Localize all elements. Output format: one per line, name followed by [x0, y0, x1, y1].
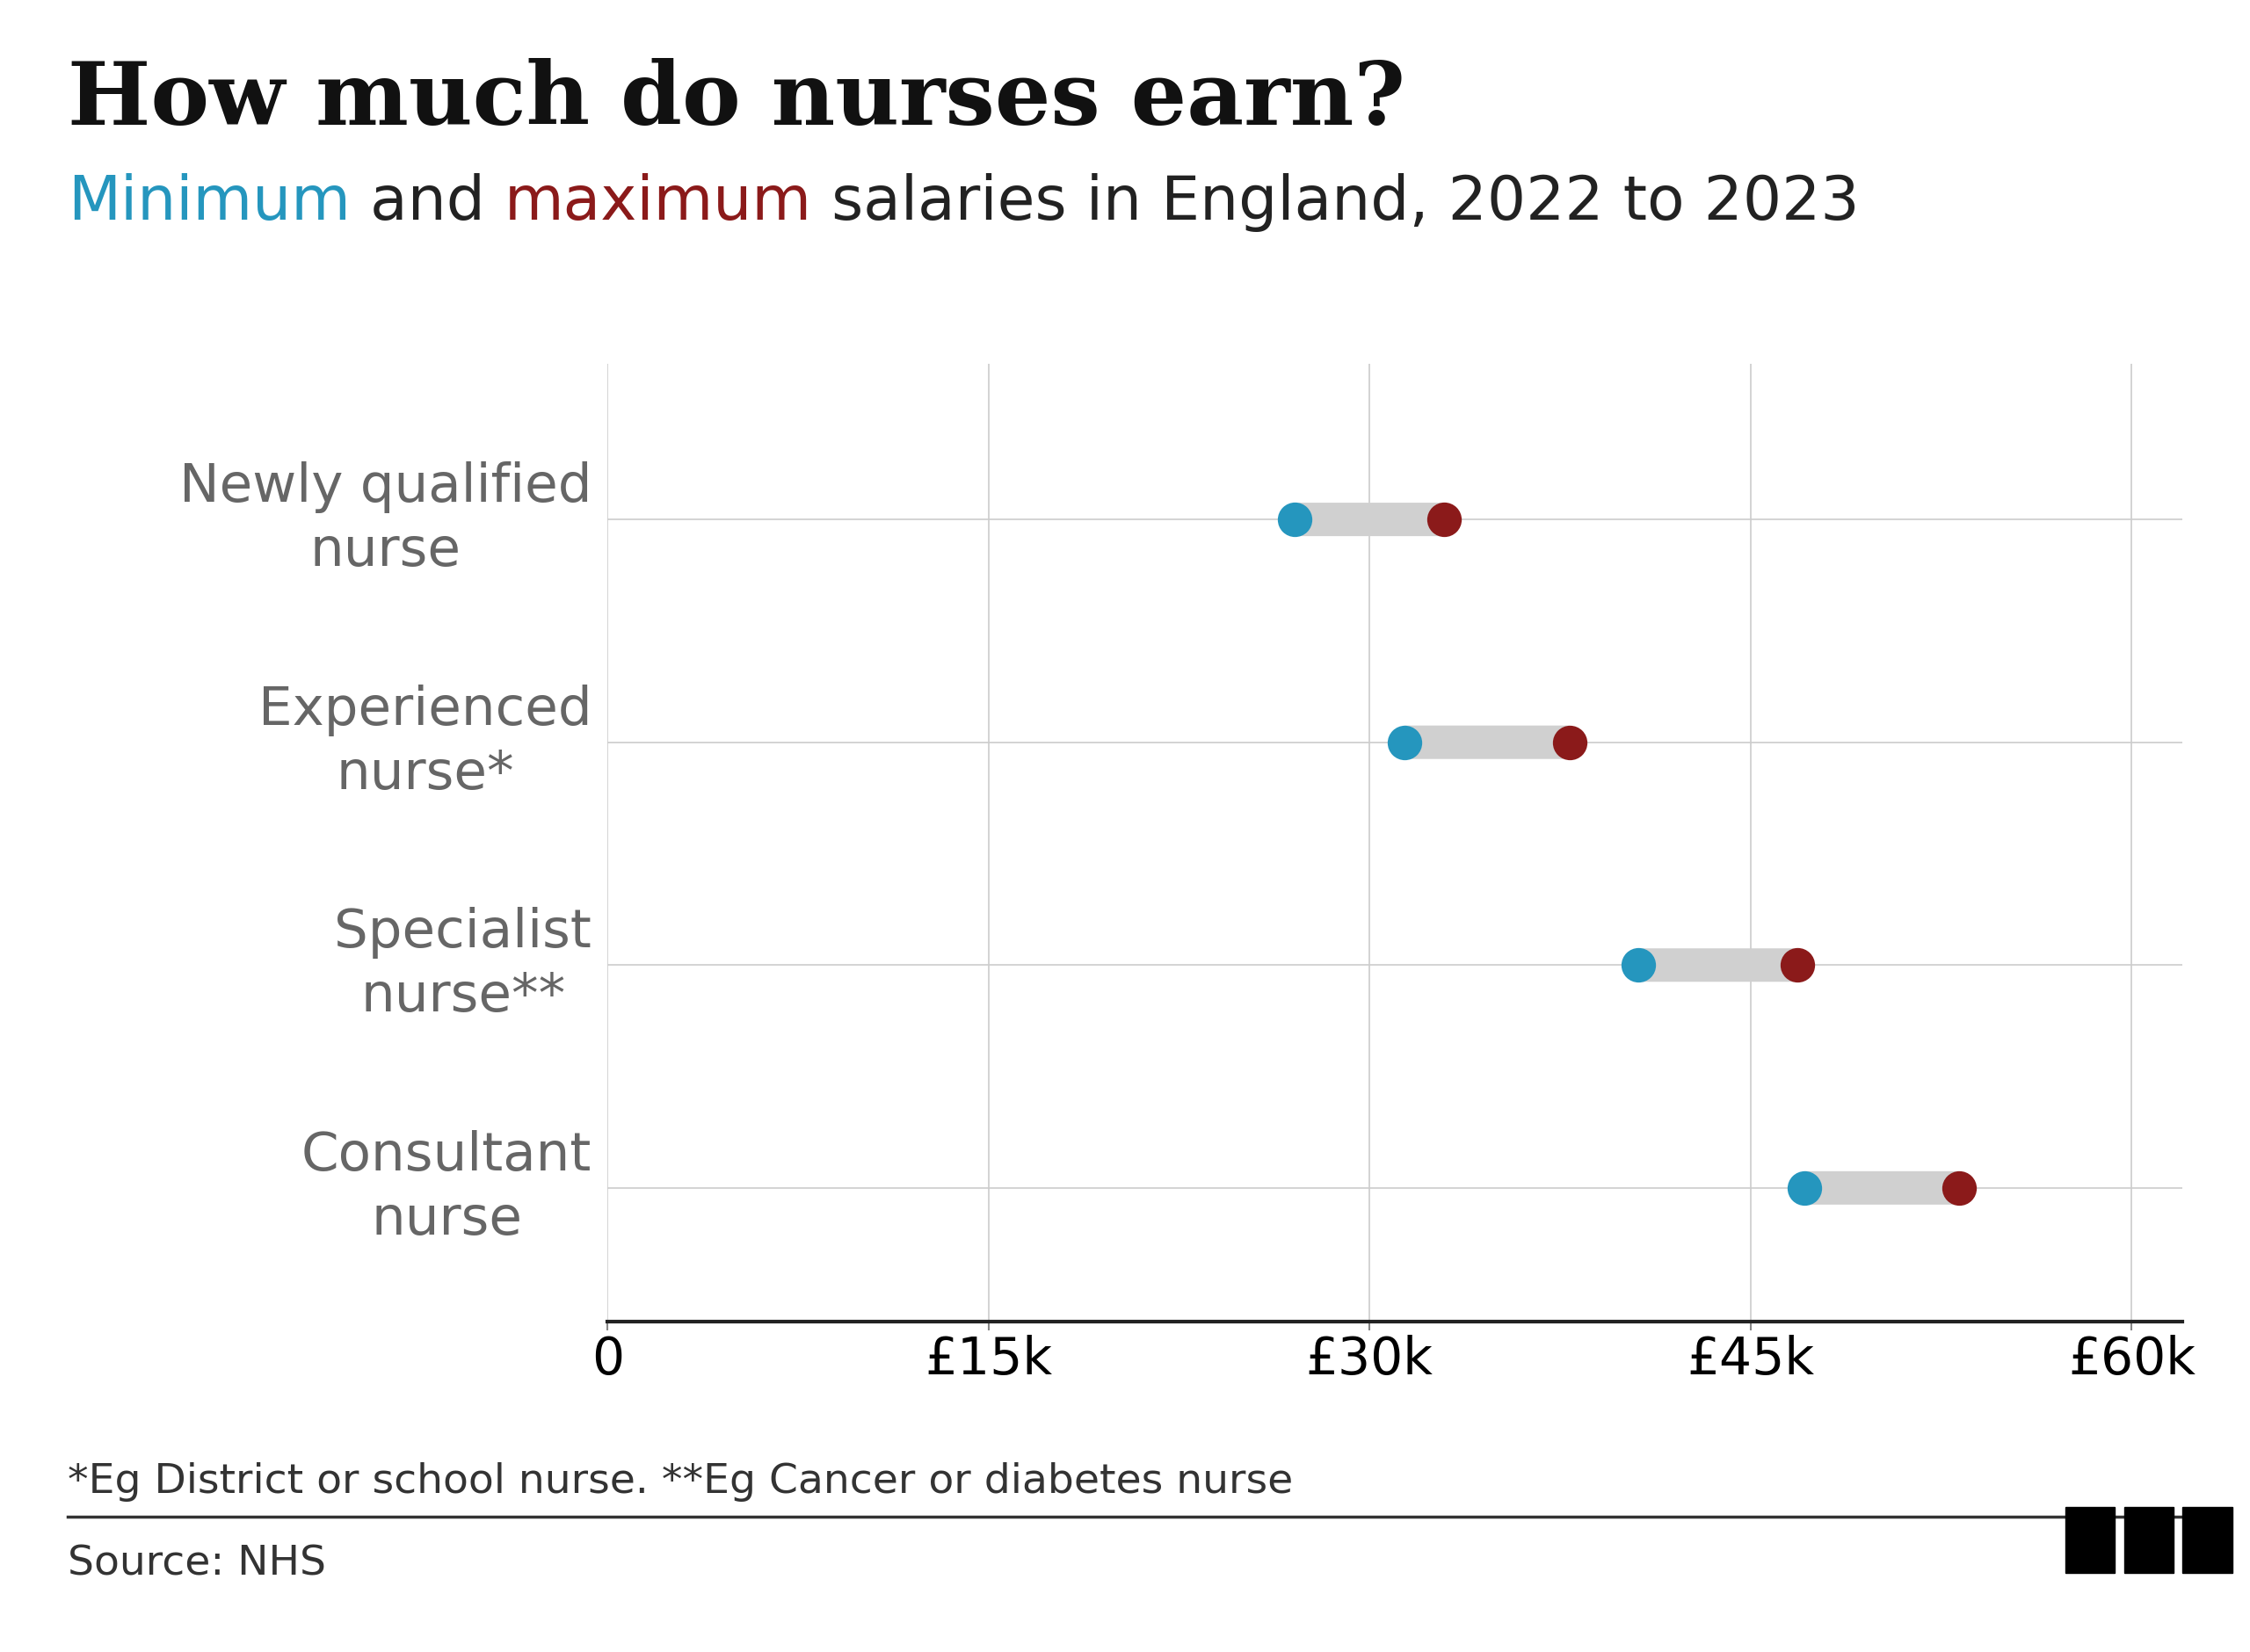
Text: *Eg District or school nurse. **Eg Cancer or diabetes nurse: *Eg District or school nurse. **Eg Cance… [68, 1462, 1294, 1502]
FancyBboxPatch shape [1404, 725, 1570, 758]
Text: salaries in England, 2022 to 2023: salaries in England, 2022 to 2023 [812, 173, 1858, 233]
Text: Consultant
nurse: Consultant nurse [302, 1130, 592, 1246]
Point [1786, 1175, 1823, 1201]
Text: maximum: maximum [504, 173, 812, 233]
Point [1780, 952, 1816, 978]
Point [1386, 729, 1422, 755]
Text: and: and [351, 173, 504, 233]
Text: How much do nurses earn?: How much do nurses earn? [68, 58, 1406, 144]
Point [1426, 506, 1462, 532]
Text: Newly qualified
nurse: Newly qualified nurse [180, 461, 592, 577]
Text: C: C [2196, 1525, 2218, 1555]
Text: B: B [2079, 1525, 2102, 1555]
FancyBboxPatch shape [1294, 502, 1445, 537]
FancyBboxPatch shape [1804, 1171, 1960, 1204]
Point [1276, 506, 1312, 532]
Text: Experienced
nurse*: Experienced nurse* [259, 684, 592, 800]
Text: Minimum: Minimum [68, 173, 351, 233]
Point [1942, 1175, 1978, 1201]
FancyBboxPatch shape [1638, 948, 1798, 981]
Text: Source: NHS: Source: NHS [68, 1545, 326, 1584]
Text: Specialist
nurse**: Specialist nurse** [335, 907, 592, 1023]
Point [1552, 729, 1588, 755]
Text: B: B [2138, 1525, 2160, 1555]
Point [1620, 952, 1656, 978]
